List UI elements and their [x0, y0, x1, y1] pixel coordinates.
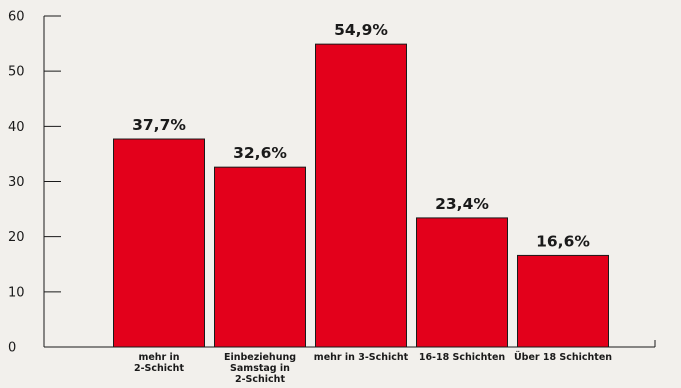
x-tick-label: 2-Schicht — [235, 374, 285, 385]
y-tick-label: 20 — [8, 230, 25, 245]
y-tick-label: 50 — [8, 65, 25, 80]
data-label: 37,7% — [132, 116, 186, 134]
x-tick-label: Einbeziehung — [224, 352, 296, 363]
y-tick-label: 40 — [8, 120, 25, 135]
data-label: 32,6% — [233, 144, 287, 162]
bar — [315, 43, 407, 348]
x-tick-label: mehr in 3-Schicht — [314, 352, 409, 363]
data-labels: 37,7% 32,6% 54,9% 23,4% 16,6% — [132, 21, 590, 250]
x-tick-label: mehr in — [138, 352, 179, 363]
bar — [416, 217, 508, 348]
bars — [113, 43, 609, 348]
y-tick-label: 60 — [8, 10, 25, 25]
y-tick-label: 30 — [8, 175, 25, 190]
data-label: 23,4% — [435, 195, 489, 213]
x-tick-label: 2-Schicht — [134, 363, 184, 374]
bar — [214, 166, 306, 348]
x-tick-label: 16-18 Schichten — [419, 352, 506, 363]
data-label: 16,6% — [536, 232, 590, 250]
x-tick-label: Samstag in — [230, 363, 290, 374]
data-label: 54,9% — [334, 21, 388, 39]
y-tick-label: 10 — [8, 285, 25, 300]
bar — [113, 138, 205, 348]
y-tick-label: 0 — [8, 341, 16, 356]
bar — [517, 254, 609, 348]
x-tick-label: Über 18 Schichten — [514, 352, 612, 363]
